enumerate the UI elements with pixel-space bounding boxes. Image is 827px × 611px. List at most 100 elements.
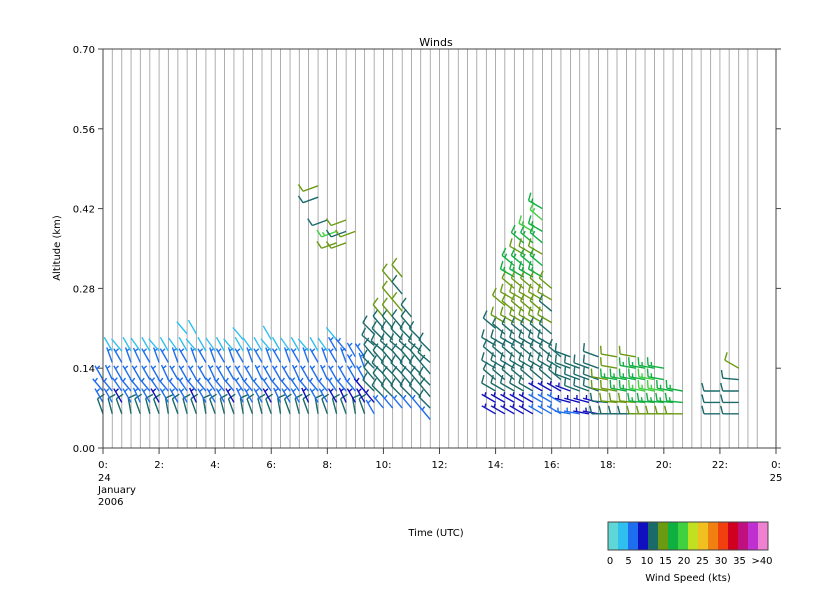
barb-half-flag: [171, 365, 176, 370]
wind-barb: [159, 348, 169, 363]
barb-shaft: [262, 365, 272, 380]
barb-shaft: [246, 347, 254, 363]
barb-flag: [645, 392, 649, 402]
barb-shaft: [103, 388, 113, 403]
barb-flag: [607, 405, 612, 414]
colorbar-swatch: [638, 522, 649, 550]
barb-shaft: [234, 348, 244, 363]
barb-half-flag: [180, 348, 185, 353]
wind-barb: [178, 388, 188, 403]
barb-shaft: [492, 294, 506, 307]
barb-shaft: [312, 219, 328, 227]
barb-half-flag: [650, 397, 653, 402]
x-tick-label: 18:: [600, 460, 616, 471]
barb-shaft: [321, 347, 328, 363]
wind-barb: [379, 333, 394, 352]
barb-shaft: [419, 383, 431, 398]
barb-flag: [389, 333, 395, 342]
barb-shaft: [563, 410, 580, 415]
wind-barb: [501, 247, 515, 267]
wind-barb: [408, 320, 422, 341]
barb-flag: [509, 329, 513, 338]
wind-barb: [599, 379, 618, 392]
wind-barb: [297, 195, 319, 204]
barb-half-flag: [521, 266, 524, 271]
barb-half-flag: [180, 365, 185, 370]
barb-flag: [499, 329, 504, 338]
barb-half-flag: [105, 388, 110, 393]
barb-shaft: [101, 378, 113, 392]
wind-barb: [399, 355, 412, 375]
barb-shaft: [182, 398, 188, 414]
barb-shaft: [372, 304, 384, 318]
wind-barb: [518, 391, 534, 404]
barb-shaft: [160, 364, 169, 380]
barb-shaft: [197, 388, 207, 403]
barb-half-flag: [209, 365, 214, 369]
barb-shaft: [529, 300, 543, 312]
barb-shaft: [257, 398, 263, 414]
barb-shaft: [262, 325, 272, 341]
wind-barb: [546, 380, 562, 392]
barb-shaft: [500, 405, 515, 415]
barb-shaft: [391, 372, 403, 386]
wind-barb: [618, 368, 636, 381]
barb-shaft: [381, 287, 394, 301]
barb-flag: [664, 392, 668, 402]
colorbar-tick-label: 0: [607, 556, 613, 567]
barb-half-flag: [217, 348, 222, 353]
barb-shaft: [106, 347, 113, 363]
barb-half-flag: [189, 365, 194, 370]
wind-barb: [149, 377, 160, 392]
barb-shaft: [418, 339, 431, 352]
barb-shaft: [178, 365, 188, 380]
wind-barb: [205, 377, 216, 392]
y-tick-label: 0.28: [73, 284, 95, 295]
wind-barb: [509, 391, 524, 404]
barb-shaft: [381, 304, 394, 318]
barb-shaft: [294, 398, 300, 414]
barb-flag: [307, 218, 313, 226]
wind-barb: [327, 365, 338, 380]
wind-barb: [381, 280, 394, 301]
wind-barb: [418, 389, 431, 409]
barb-shaft: [167, 378, 179, 392]
wind-barb: [205, 337, 216, 352]
barb-half-flag: [293, 365, 298, 369]
barb-shaft: [657, 400, 674, 404]
barb-half-flag: [115, 388, 119, 393]
wind-barb: [490, 352, 506, 369]
wind-barb: [391, 394, 403, 409]
barb-shaft: [573, 373, 590, 381]
barb-shaft: [209, 347, 216, 363]
barb-flag: [509, 283, 513, 292]
barb-shaft: [205, 337, 216, 352]
barb-shaft: [482, 345, 497, 358]
barb-shaft: [141, 348, 151, 363]
wind-barb: [197, 336, 207, 352]
wind-barb: [389, 333, 403, 352]
barb-shaft: [391, 349, 403, 363]
wind-barb: [390, 377, 403, 398]
barb-shaft: [528, 199, 543, 210]
barb-shaft: [354, 343, 366, 358]
barb-flag: [627, 392, 630, 402]
barb-shaft: [215, 336, 226, 352]
barb-shaft: [501, 368, 515, 381]
wind-barb: [720, 369, 739, 381]
barb-shaft: [243, 365, 254, 380]
barb-shaft: [583, 350, 599, 358]
barb-shaft: [338, 387, 347, 403]
barb-half-flag: [227, 365, 232, 370]
wind-barb: [167, 377, 179, 392]
barb-half-flag: [530, 266, 534, 271]
barb-shaft: [253, 348, 263, 363]
barb-shaft: [190, 398, 198, 415]
barb-flag: [628, 379, 630, 389]
wind-barb: [215, 365, 226, 380]
barb-shaft: [197, 348, 207, 363]
barb-shaft: [408, 384, 422, 398]
wind-barb: [518, 352, 534, 369]
barb-flag: [518, 352, 522, 361]
